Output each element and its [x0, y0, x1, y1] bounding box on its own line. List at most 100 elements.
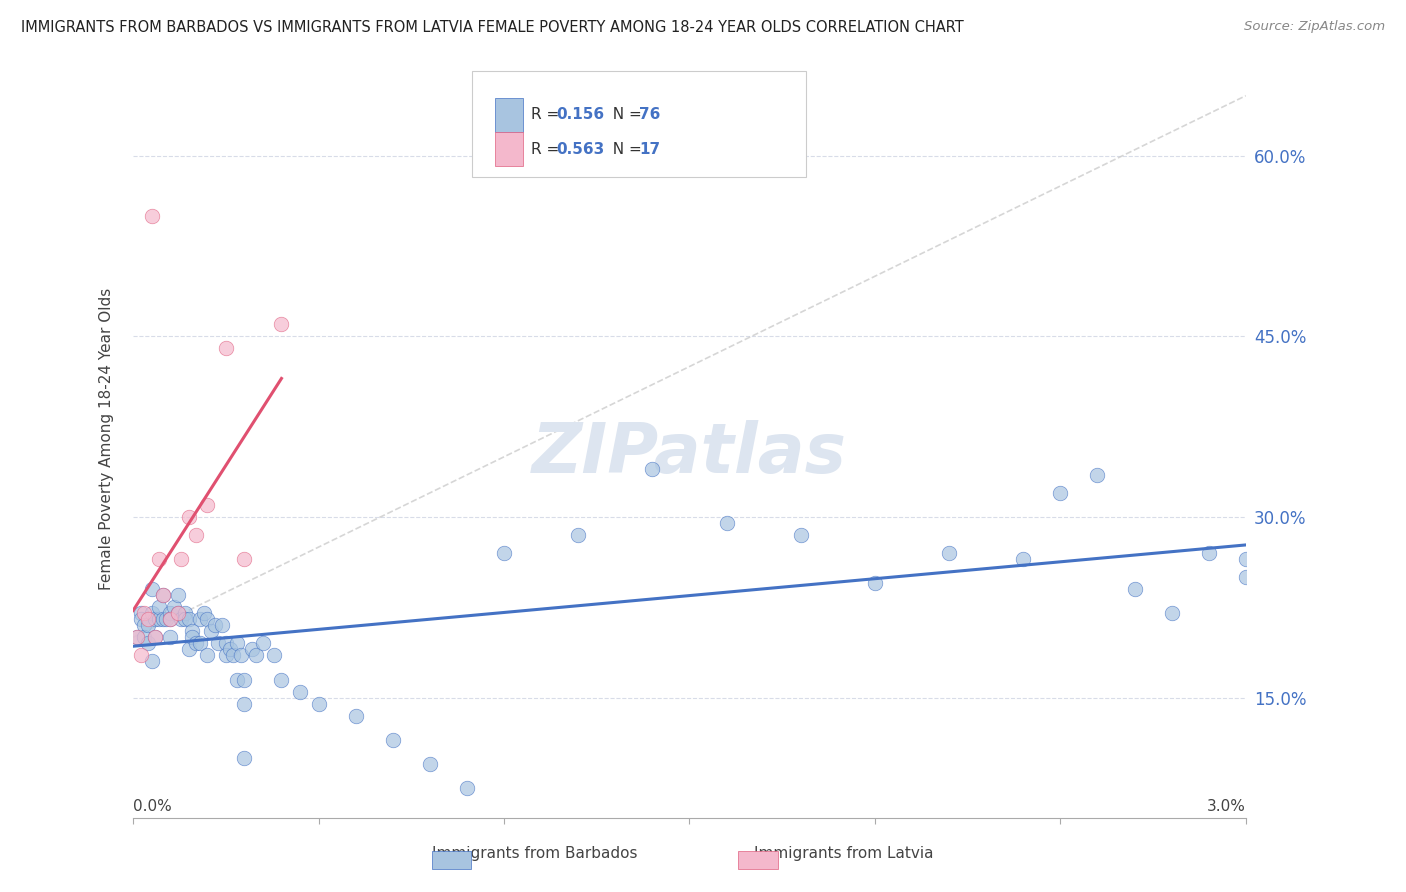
- Point: [195, 498, 218, 512]
- Point: [145, 631, 167, 645]
- Text: 0.0%: 0.0%: [134, 799, 172, 814]
- Text: N =: N =: [603, 107, 647, 122]
- Point: [148, 552, 170, 566]
- Point: [1160, 607, 1182, 621]
- Point: [263, 648, 285, 663]
- Point: [233, 673, 256, 687]
- Point: [145, 612, 167, 626]
- FancyBboxPatch shape: [472, 71, 806, 178]
- Point: [129, 607, 152, 621]
- Text: 76: 76: [640, 107, 661, 122]
- Point: [226, 673, 249, 687]
- Point: [141, 582, 163, 597]
- Point: [134, 607, 156, 621]
- Point: [155, 612, 177, 626]
- Point: [170, 552, 193, 566]
- Text: 17: 17: [640, 142, 661, 157]
- Point: [226, 636, 249, 650]
- Point: [641, 462, 664, 476]
- Point: [170, 612, 193, 626]
- Point: [145, 631, 167, 645]
- Point: [1087, 467, 1109, 482]
- Point: [215, 648, 238, 663]
- Point: [456, 780, 478, 795]
- Text: Source: ZipAtlas.com: Source: ZipAtlas.com: [1244, 20, 1385, 33]
- Point: [159, 631, 181, 645]
- Point: [308, 697, 330, 711]
- Point: [152, 612, 174, 626]
- Point: [174, 607, 197, 621]
- Bar: [495, 97, 523, 132]
- Point: [200, 624, 222, 639]
- Point: [419, 756, 441, 771]
- Point: [1234, 570, 1257, 584]
- Point: [163, 600, 186, 615]
- Point: [166, 588, 188, 602]
- Point: [1123, 582, 1146, 597]
- Point: [716, 516, 738, 530]
- Point: [141, 655, 163, 669]
- Point: [240, 642, 263, 657]
- Point: [1198, 546, 1220, 560]
- Point: [195, 648, 218, 663]
- Point: [125, 631, 148, 645]
- Point: [215, 342, 238, 356]
- Point: [492, 546, 515, 560]
- Point: [136, 612, 159, 626]
- Point: [181, 631, 204, 645]
- Point: [148, 612, 170, 626]
- Text: 0.563: 0.563: [555, 142, 605, 157]
- Point: [134, 631, 156, 645]
- Text: IMMIGRANTS FROM BARBADOS VS IMMIGRANTS FROM LATVIA FEMALE POVERTY AMONG 18-24 YE: IMMIGRANTS FROM BARBADOS VS IMMIGRANTS F…: [21, 20, 965, 35]
- Point: [141, 209, 163, 223]
- Point: [790, 528, 813, 542]
- Text: R =: R =: [531, 142, 565, 157]
- Point: [245, 648, 267, 663]
- Point: [344, 708, 367, 723]
- Point: [166, 607, 188, 621]
- Point: [134, 618, 156, 632]
- Point: [381, 732, 404, 747]
- Point: [141, 607, 163, 621]
- Point: [938, 546, 960, 560]
- Point: [159, 612, 181, 626]
- Point: [1012, 552, 1035, 566]
- Point: [195, 612, 218, 626]
- Point: [174, 612, 197, 626]
- Point: [177, 510, 200, 524]
- Point: [270, 318, 292, 332]
- Text: 3.0%: 3.0%: [1206, 799, 1246, 814]
- Point: [204, 618, 226, 632]
- Point: [222, 648, 245, 663]
- Point: [215, 636, 238, 650]
- Text: N =: N =: [603, 142, 647, 157]
- Point: [252, 636, 274, 650]
- Point: [1049, 486, 1071, 500]
- Point: [186, 636, 208, 650]
- Point: [188, 636, 211, 650]
- Text: ZIPatlas: ZIPatlas: [531, 420, 846, 487]
- Point: [233, 552, 256, 566]
- Point: [159, 612, 181, 626]
- Y-axis label: Female Poverty Among 18-24 Year Olds: Female Poverty Among 18-24 Year Olds: [100, 287, 114, 590]
- Text: Immigrants from Latvia: Immigrants from Latvia: [754, 847, 934, 861]
- Point: [166, 607, 188, 621]
- Point: [177, 612, 200, 626]
- Point: [129, 612, 152, 626]
- Point: [270, 673, 292, 687]
- Point: [181, 624, 204, 639]
- Point: [1234, 552, 1257, 566]
- Point: [152, 588, 174, 602]
- Text: Immigrants from Barbados: Immigrants from Barbados: [432, 847, 637, 861]
- Point: [229, 648, 252, 663]
- Point: [152, 588, 174, 602]
- Point: [193, 607, 215, 621]
- Text: R =: R =: [531, 107, 565, 122]
- Point: [125, 631, 148, 645]
- Point: [233, 697, 256, 711]
- Point: [148, 600, 170, 615]
- Bar: [495, 132, 523, 166]
- Point: [159, 607, 181, 621]
- Point: [186, 528, 208, 542]
- Point: [136, 636, 159, 650]
